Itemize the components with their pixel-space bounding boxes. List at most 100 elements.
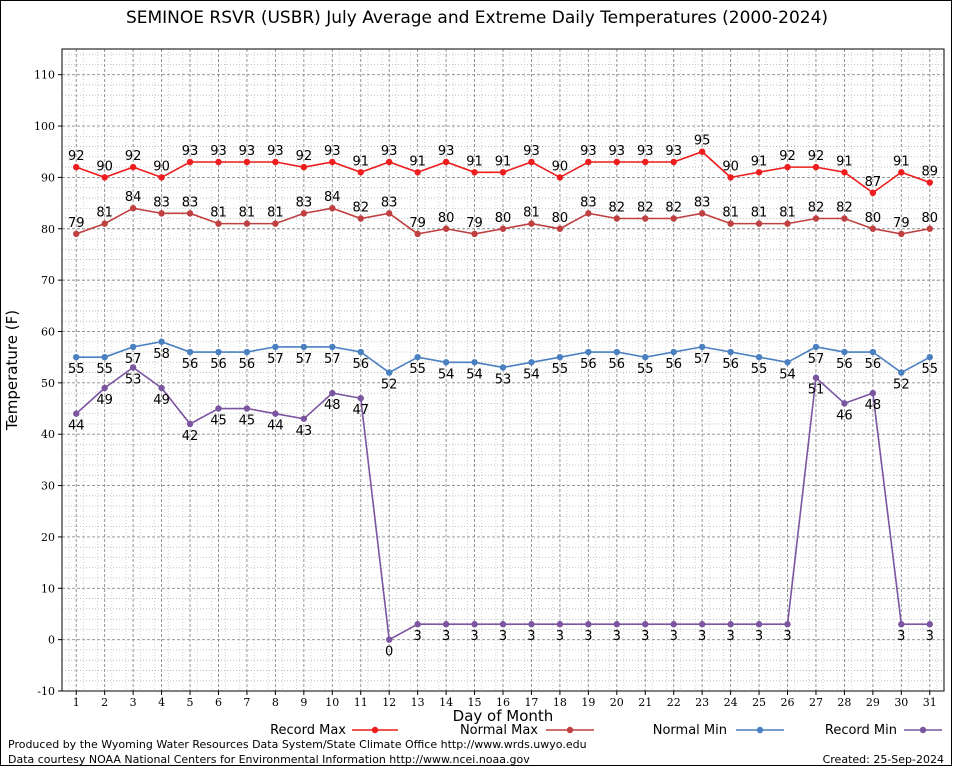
normal-max-data-label: 83: [182, 195, 199, 210]
legend-label-record-max: Record Max: [270, 723, 346, 738]
normal-max-point: [272, 220, 279, 227]
record-max-point: [528, 158, 535, 166]
record-max-data-label: 92: [125, 149, 142, 164]
normal-max-data-label: 81: [722, 206, 739, 221]
record-max-data-label: 92: [296, 149, 313, 164]
record-min-data-label: 3: [897, 629, 905, 644]
normal-max-data-label: 82: [609, 200, 626, 215]
record-min-data-label: 3: [527, 629, 535, 644]
normal-min-point: [613, 348, 621, 356]
normal-max-data-label: 81: [210, 206, 227, 221]
record-min-point: [129, 364, 137, 371]
record-min-data-label: 45: [239, 414, 256, 429]
x-tick-label: 29: [866, 696, 880, 709]
record-min-point: [869, 389, 877, 397]
record-max-point: [101, 174, 108, 181]
record-min-data-label: 49: [96, 393, 113, 408]
record-min-data-label: 3: [783, 629, 791, 644]
chart-title: SEMINOE RSVR (USBR) July Average and Ext…: [125, 8, 829, 28]
record-min-data-label: 3: [670, 629, 678, 644]
record-max-data-label: 93: [438, 144, 455, 159]
record-max-point: [755, 169, 763, 176]
record-min-point: [642, 621, 649, 628]
normal-max-point: [158, 210, 165, 217]
normal-min-data-label: 56: [210, 357, 227, 372]
normal-max-point: [101, 220, 108, 227]
normal-min-point: [898, 369, 905, 376]
legend-label-normal-min: Normal Min: [653, 723, 727, 738]
x-tick-label: 14: [439, 696, 453, 709]
record-min-data-label: 51: [808, 383, 825, 398]
normal-min-point: [670, 348, 677, 356]
legend-marker-record-min: [919, 726, 927, 734]
normal-min-point: [129, 343, 137, 351]
normal-max-data-label: 81: [523, 206, 540, 221]
normal-min-data-label: 54: [466, 367, 483, 382]
normal-max-point: [585, 210, 592, 217]
x-tick-label: 31: [923, 696, 937, 709]
normal-min-data-label: 53: [495, 372, 512, 387]
normal-max-data-label: 80: [922, 211, 939, 226]
normal-max-data-label: 80: [438, 211, 455, 226]
x-tick-label: 5: [187, 696, 194, 709]
normal-min-point: [101, 353, 108, 361]
record-min-data-label: 3: [726, 629, 734, 644]
record-max-point: [414, 169, 421, 176]
normal-max-point: [755, 220, 763, 227]
y-tick-label: 80: [41, 223, 55, 236]
x-tick-label: 12: [382, 696, 396, 709]
record-min-point: [784, 621, 791, 628]
normal-min-data-label: 55: [922, 362, 939, 377]
normal-min-point: [812, 343, 820, 351]
normal-min-point: [841, 348, 848, 356]
normal-min-point: [926, 353, 933, 361]
record-min-data-label: 53: [125, 372, 142, 387]
normal-max-data-label: 83: [296, 195, 313, 210]
record-min-point: [926, 621, 933, 628]
x-tick-label: 8: [272, 696, 279, 709]
record-min-point: [158, 384, 165, 392]
record-max-data-label: 93: [182, 144, 199, 159]
x-tick-label: 6: [215, 696, 222, 709]
footer-credit-line1: Produced by the Wyoming Water Resources …: [8, 738, 587, 751]
normal-min-point: [329, 343, 336, 351]
x-tick-label: 30: [894, 696, 908, 709]
normal-min-data-label: 52: [381, 378, 398, 393]
normal-min-point: [869, 348, 877, 356]
x-axis-title: Day of Month: [453, 707, 554, 725]
normal-min-point: [556, 353, 564, 361]
normal-min-point: [73, 353, 80, 361]
normal-min-point: [698, 343, 706, 351]
normal-max-point: [784, 220, 791, 227]
normal-max-data-label: 83: [580, 195, 597, 210]
x-tick-label: 24: [724, 696, 738, 709]
y-tick-label: 40: [41, 428, 55, 441]
normal-max-data-label: 81: [779, 206, 796, 221]
normal-max-data-label: 79: [68, 216, 85, 231]
record-max-data-label: 89: [922, 165, 939, 180]
normal-max-point: [812, 215, 820, 222]
record-max-data-label: 90: [722, 159, 739, 174]
y-tick-label: 20: [41, 531, 55, 544]
normal-min-point: [357, 348, 364, 356]
record-max-data-label: 90: [153, 159, 170, 174]
normal-max-data-label: 82: [808, 200, 825, 215]
normal-max-data-label: 81: [267, 206, 284, 221]
record-max-data-label: 91: [495, 154, 512, 169]
record-max-data-label: 91: [893, 154, 910, 169]
record-max-point: [73, 163, 80, 171]
normal-min-data-label: 56: [665, 357, 682, 372]
normal-max-point: [869, 225, 877, 232]
normal-min-data-label: 57: [324, 352, 341, 367]
normal-max-point: [357, 215, 364, 222]
record-min-data-label: 3: [755, 629, 763, 644]
x-tick-label: 25: [752, 696, 766, 709]
footer-created-date: Created: 25-Sep-2024: [822, 753, 944, 766]
record-max-point: [585, 158, 592, 166]
record-min-point: [556, 621, 564, 628]
record-min-data-label: 3: [442, 629, 450, 644]
normal-min-point: [215, 348, 222, 356]
normal-min-data-label: 56: [609, 357, 626, 372]
normal-max-data-label: 82: [637, 200, 654, 215]
normal-max-data-label: 79: [893, 216, 910, 231]
